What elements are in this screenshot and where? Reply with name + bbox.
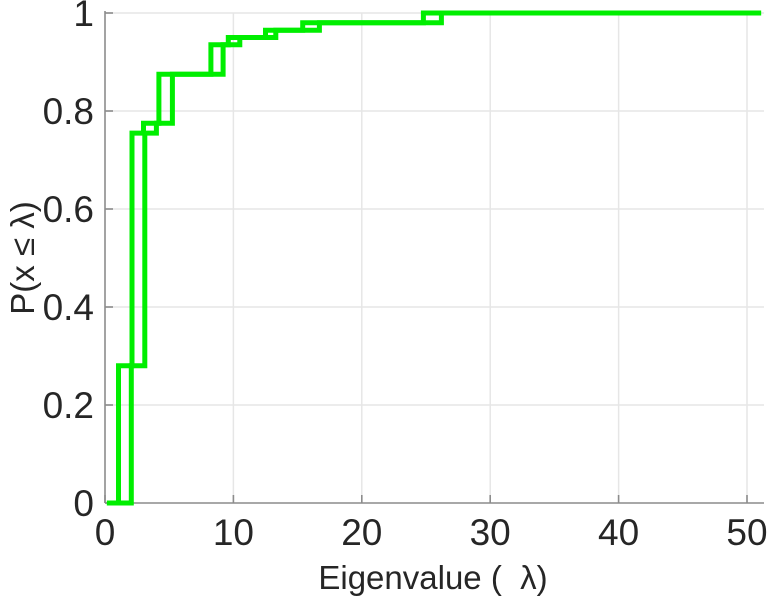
- x-axis-label: Eigenvalue ( λ): [318, 559, 547, 596]
- x-tick-label: 50: [726, 512, 767, 553]
- axes: [104, 11, 764, 504]
- y-tick-label: 0.8: [43, 91, 94, 132]
- ecdf-step-curve-2: [106, 10, 762, 506]
- y-tick-label: 0.4: [43, 287, 94, 328]
- x-tick-label: 0: [95, 512, 116, 553]
- ecdf-step-curve-1: [106, 10, 762, 506]
- y-axis-label: P(x ≤ λ): [4, 201, 41, 314]
- x-tick-label: 20: [341, 512, 382, 553]
- y-tick-label: 0.2: [43, 385, 94, 426]
- x-tick-label: 10: [213, 512, 254, 553]
- tick-labels: 0 10 20 30 40 50 0 0.2 0.4 0.6 0.8 1: [43, 0, 768, 553]
- y-tick-label: 0.6: [43, 189, 94, 230]
- gridlines: [105, 12, 764, 503]
- y-tick-label: 0: [73, 483, 94, 524]
- y-tick-label: 1: [73, 0, 94, 34]
- x-tick-label: 30: [470, 512, 511, 553]
- ecdf-curves: [106, 10, 762, 506]
- x-tick-label: 40: [598, 512, 639, 553]
